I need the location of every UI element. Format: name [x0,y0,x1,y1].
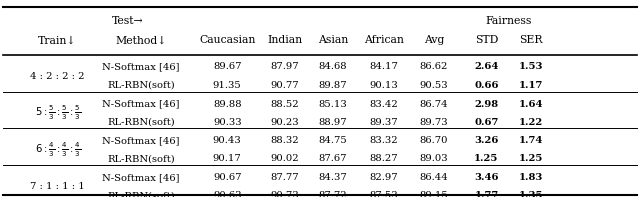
Text: 90.33: 90.33 [213,118,241,127]
Text: $6:\frac{4}{3}:\frac{4}{3}:\frac{4}{3}$: $6:\frac{4}{3}:\frac{4}{3}:\frac{4}{3}$ [35,141,81,159]
Text: RL-RBN(soft): RL-RBN(soft) [107,191,175,197]
Text: 82.97: 82.97 [370,173,398,182]
Text: 88.97: 88.97 [319,118,347,127]
Text: 2.64: 2.64 [474,62,499,72]
Text: 83.32: 83.32 [370,136,398,145]
Text: 89.87: 89.87 [319,81,347,90]
Text: Asian: Asian [317,35,348,45]
Text: 87.67: 87.67 [319,154,347,164]
Text: 84.37: 84.37 [319,173,347,182]
Text: Method↓: Method↓ [115,35,166,45]
Text: 90.02: 90.02 [271,154,299,164]
Text: 89.15: 89.15 [420,191,448,197]
Text: 87.97: 87.97 [271,62,299,72]
Text: 4 : 2 : 2 : 2: 4 : 2 : 2 : 2 [30,72,85,81]
Text: 89.73: 89.73 [420,118,448,127]
Text: 90.73: 90.73 [271,191,299,197]
Text: 84.17: 84.17 [369,62,399,72]
Text: 2.98: 2.98 [474,99,499,109]
Text: 88.27: 88.27 [370,154,398,164]
Text: 7 : 1 : 1 : 1: 7 : 1 : 1 : 1 [30,182,85,191]
Text: Avg: Avg [424,35,444,45]
Text: RL-RBN(soft): RL-RBN(soft) [107,81,175,90]
Text: 90.77: 90.77 [271,81,299,90]
Text: 91.35: 91.35 [213,81,241,90]
Text: 86.62: 86.62 [420,62,448,72]
Text: 1.74: 1.74 [519,136,543,145]
Text: Train↓: Train↓ [38,35,77,45]
Text: 89.03: 89.03 [420,154,448,164]
Text: 89.67: 89.67 [213,62,241,72]
Text: 1.25: 1.25 [474,154,499,164]
Text: 87.77: 87.77 [271,173,299,182]
Text: 88.32: 88.32 [271,136,299,145]
Text: 83.42: 83.42 [370,99,398,109]
Text: $5:\frac{5}{3}:\frac{5}{3}:\frac{5}{3}$: $5:\frac{5}{3}:\frac{5}{3}:\frac{5}{3}$ [35,104,81,122]
Text: 1.17: 1.17 [519,81,543,90]
Text: Indian: Indian [268,35,302,45]
Text: RL-RBN(soft): RL-RBN(soft) [107,154,175,164]
Text: 1.77: 1.77 [474,191,499,197]
Text: 1.53: 1.53 [519,62,543,72]
Text: RL-RBN(soft): RL-RBN(soft) [107,118,175,127]
Text: 1.25: 1.25 [519,154,543,164]
Text: N-Softmax [46]: N-Softmax [46] [102,136,180,145]
Text: STD: STD [475,35,498,45]
Text: 86.44: 86.44 [420,173,448,182]
Text: 3.46: 3.46 [474,173,499,182]
Text: N-Softmax [46]: N-Softmax [46] [102,62,180,72]
Text: 84.75: 84.75 [319,136,347,145]
Text: 87.53: 87.53 [370,191,398,197]
Text: 86.74: 86.74 [420,99,448,109]
Text: 90.23: 90.23 [271,118,299,127]
Text: 90.63: 90.63 [213,191,241,197]
Text: 90.13: 90.13 [370,81,398,90]
Text: 89.37: 89.37 [370,118,398,127]
Text: 84.68: 84.68 [319,62,347,72]
Text: 90.43: 90.43 [213,136,241,145]
Text: 90.67: 90.67 [213,173,241,182]
Text: 90.17: 90.17 [213,154,241,164]
Text: Fairness: Fairness [486,16,532,26]
Text: N-Softmax [46]: N-Softmax [46] [102,173,180,182]
Text: 85.13: 85.13 [319,99,347,109]
Text: 3.26: 3.26 [474,136,499,145]
Text: 1.64: 1.64 [519,99,543,109]
Text: 89.88: 89.88 [213,99,241,109]
Text: 87.72: 87.72 [319,191,347,197]
Text: 90.53: 90.53 [420,81,448,90]
Text: 1.22: 1.22 [519,118,543,127]
Text: 1.35: 1.35 [519,191,543,197]
Text: SER: SER [520,35,543,45]
Text: 0.66: 0.66 [474,81,499,90]
Text: 88.52: 88.52 [271,99,299,109]
Text: African: African [364,35,404,45]
Text: 0.67: 0.67 [474,118,499,127]
Text: 1.83: 1.83 [519,173,543,182]
Text: Caucasian: Caucasian [199,35,255,45]
Text: Test→: Test→ [112,16,143,26]
Text: N-Softmax [46]: N-Softmax [46] [102,99,180,109]
Text: 86.70: 86.70 [420,136,448,145]
